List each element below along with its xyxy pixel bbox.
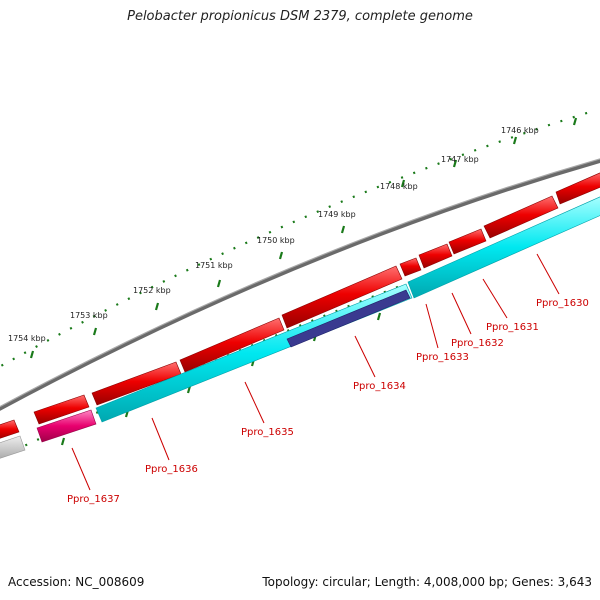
gene-bar[interactable]	[407, 196, 600, 299]
outer-major-ticks	[29, 117, 578, 359]
forward-strand-genes	[0, 172, 600, 440]
gene-arrow[interactable]	[448, 228, 487, 255]
accession-info: Accession: NC_008609	[8, 575, 144, 589]
gene-arrow[interactable]	[0, 419, 20, 440]
gene-label[interactable]: Ppro_1635	[241, 427, 294, 438]
gene-arrow[interactable]	[281, 265, 403, 329]
gene-bar[interactable]	[95, 283, 413, 423]
scale-label: 1750 kbp	[257, 236, 295, 245]
gene-arrow[interactable]	[33, 394, 90, 425]
scale-label: 1748 kbp	[380, 182, 418, 191]
reverse-strand-genes	[0, 196, 600, 460]
gene-bar[interactable]	[36, 409, 97, 443]
gene-label[interactable]: Ppro_1637	[67, 494, 120, 505]
gene-arrow[interactable]	[179, 317, 285, 373]
gene-bar[interactable]	[0, 435, 26, 460]
gene-arrow[interactable]	[555, 172, 600, 205]
map-title: Pelobacter propionicus DSM 2379, complet…	[127, 9, 473, 24]
gene-arrow[interactable]	[418, 243, 453, 269]
scale-label: 1754 kbp	[8, 334, 46, 343]
gene-label[interactable]: Ppro_1633	[416, 352, 469, 363]
gene-label[interactable]: Ppro_1631	[486, 322, 539, 333]
gene-arrow[interactable]	[483, 195, 559, 239]
scale-labels: 1746 kbp 1747 kbp 1748 kbp 1749 kbp 1750…	[8, 126, 539, 343]
scale-label: 1752 kbp	[133, 286, 171, 295]
topology-info: Topology: circular; Length: 4,008,000 bp…	[262, 575, 592, 589]
scale-label: 1749 kbp	[318, 210, 356, 219]
genome-backbone	[0, 158, 600, 411]
gene-label[interactable]: Ppro_1634	[353, 381, 406, 392]
scale-label: 1747 kbp	[441, 155, 479, 164]
gene-arrow[interactable]	[399, 257, 422, 277]
gene-label[interactable]: Ppro_1636	[145, 464, 198, 475]
scale-label: 1746 kbp	[501, 126, 539, 135]
gene-labels: Ppro_1630 Ppro_1631 Ppro_1632 Ppro_1633 …	[67, 298, 589, 505]
accession-label: Accession:	[8, 575, 72, 589]
accession-value: NC_008609	[75, 575, 145, 589]
gene-label[interactable]: Ppro_1632	[451, 338, 504, 349]
gene-label[interactable]: Ppro_1630	[536, 298, 589, 309]
scale-label: 1751 kbp	[195, 261, 233, 270]
gene-bar-highlight[interactable]	[286, 289, 411, 348]
scale-label: 1753 kbp	[70, 311, 108, 320]
gene-label-leaders	[71, 253, 560, 491]
